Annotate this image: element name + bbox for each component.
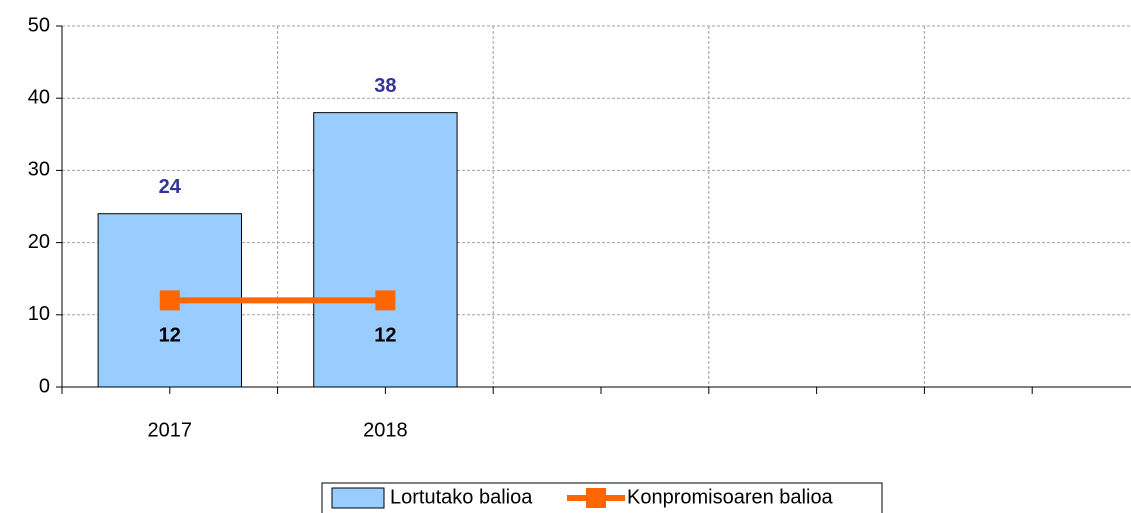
y-tick-label: 40 bbox=[28, 86, 50, 108]
y-tick-label: 10 bbox=[28, 303, 50, 325]
y-tick-label: 20 bbox=[28, 231, 50, 253]
bar bbox=[313, 112, 458, 388]
legend-label: Konpromisoaren balioa bbox=[627, 486, 834, 508]
marker bbox=[159, 290, 180, 311]
y-tick-label: 0 bbox=[39, 375, 50, 397]
x-tick-label: 2017 bbox=[148, 419, 193, 441]
legend-label: Lortutako balioa bbox=[390, 486, 533, 508]
x-tick-label: 2018 bbox=[363, 419, 408, 441]
legend-swatch bbox=[331, 487, 385, 509]
value-label: 38 bbox=[374, 75, 396, 97]
legend-swatch bbox=[586, 488, 606, 508]
value-label: 12 bbox=[374, 325, 396, 347]
y-tick-label: 50 bbox=[28, 14, 50, 36]
value-label: 24 bbox=[159, 176, 182, 198]
marker bbox=[375, 290, 396, 311]
value-label: 12 bbox=[159, 325, 181, 347]
y-tick-label: 30 bbox=[28, 159, 50, 181]
